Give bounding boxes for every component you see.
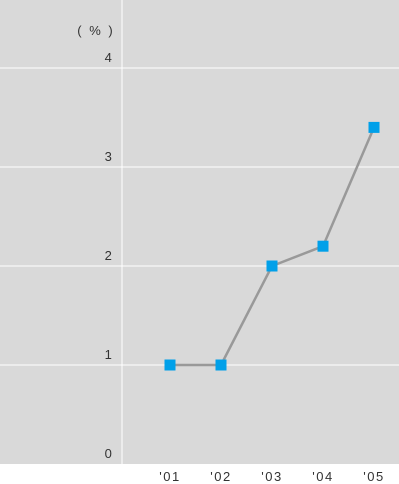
x-tick-label: '04 <box>312 469 333 484</box>
x-tick-label: '01 <box>159 469 180 484</box>
x-tick-label: '05 <box>363 469 384 484</box>
series-layer <box>164 121 380 371</box>
y-unit-label: ( % ) <box>77 23 114 38</box>
data-point-marker <box>317 240 329 252</box>
y-tick-labels: 0 1 2 3 4 <box>105 50 114 461</box>
data-point-marker <box>215 359 227 371</box>
x-tick-label: '02 <box>210 469 231 484</box>
data-point-marker <box>368 121 380 133</box>
data-point-marker <box>164 359 176 371</box>
y-tick-label: 2 <box>105 248 114 263</box>
y-tick-label: 1 <box>105 347 114 362</box>
x-tick-labels: '01 '02 '03 '04 '05 <box>159 469 384 484</box>
y-tick-label: 3 <box>105 149 114 164</box>
plot-area <box>0 0 399 464</box>
y-tick-label: 4 <box>105 50 114 65</box>
x-tick-label: '03 <box>261 469 282 484</box>
data-point-marker <box>266 260 278 272</box>
y-tick-label: 0 <box>105 446 114 461</box>
